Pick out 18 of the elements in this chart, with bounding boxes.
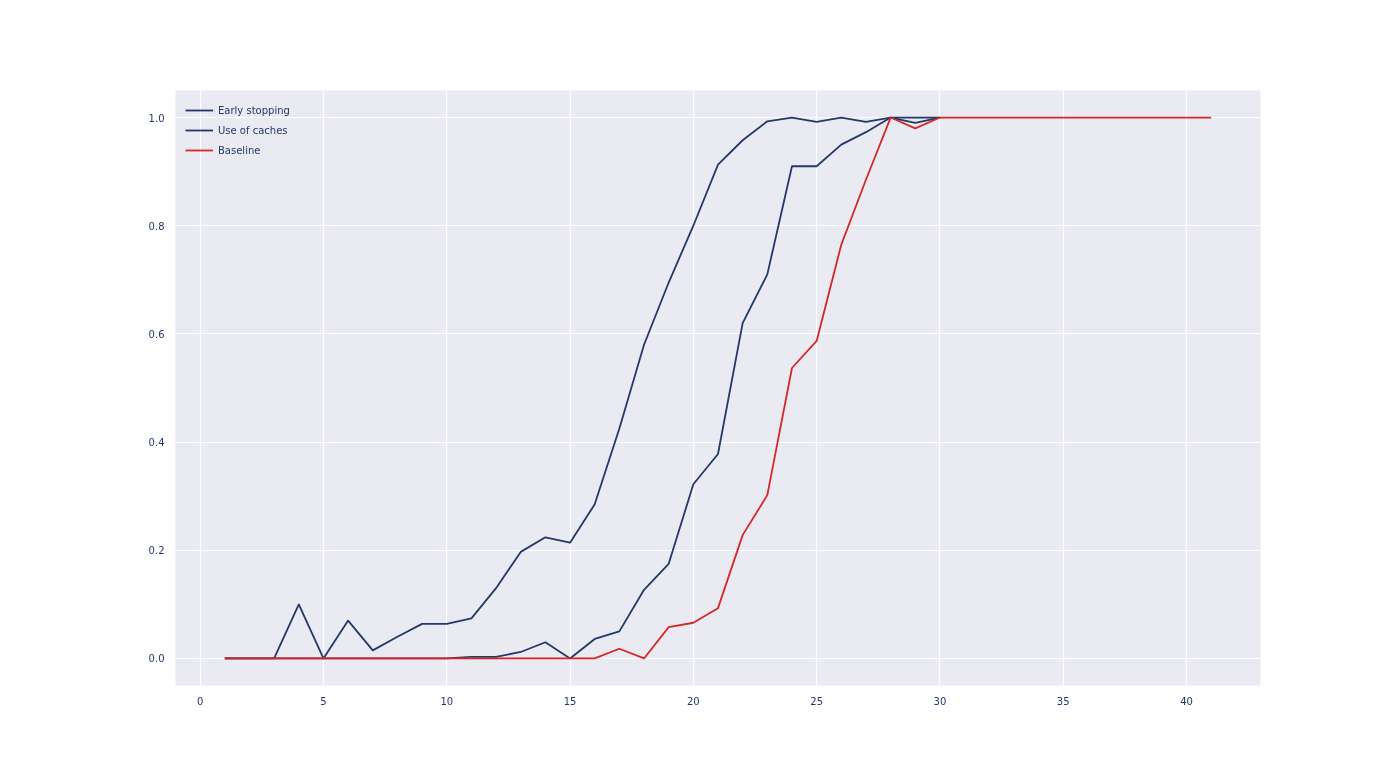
x-tick-label: 35: [1056, 695, 1070, 707]
x-tick-label: 25: [810, 695, 824, 707]
y-tick-label: 0.0: [148, 653, 165, 665]
y-tick-label: 0.2: [148, 545, 165, 557]
x-tick-label: 5: [320, 695, 327, 707]
y-tick-label: 0.8: [148, 220, 165, 232]
legend-label: Baseline: [218, 144, 261, 156]
legend-label: Early stopping: [218, 104, 290, 116]
x-tick-label: 20: [686, 695, 700, 707]
y-tick-label: 0.6: [148, 328, 165, 340]
x-tick-label: 10: [440, 695, 454, 707]
legend-label: Use of caches: [218, 124, 288, 136]
x-tick-label: 30: [933, 695, 947, 707]
y-tick-label: 0.4: [148, 437, 165, 449]
x-tick-label: 0: [196, 695, 204, 707]
x-tick-label: 15: [563, 695, 577, 707]
x-tick-label: 40: [1180, 695, 1193, 707]
y-tick-label: 1.0: [148, 112, 165, 124]
